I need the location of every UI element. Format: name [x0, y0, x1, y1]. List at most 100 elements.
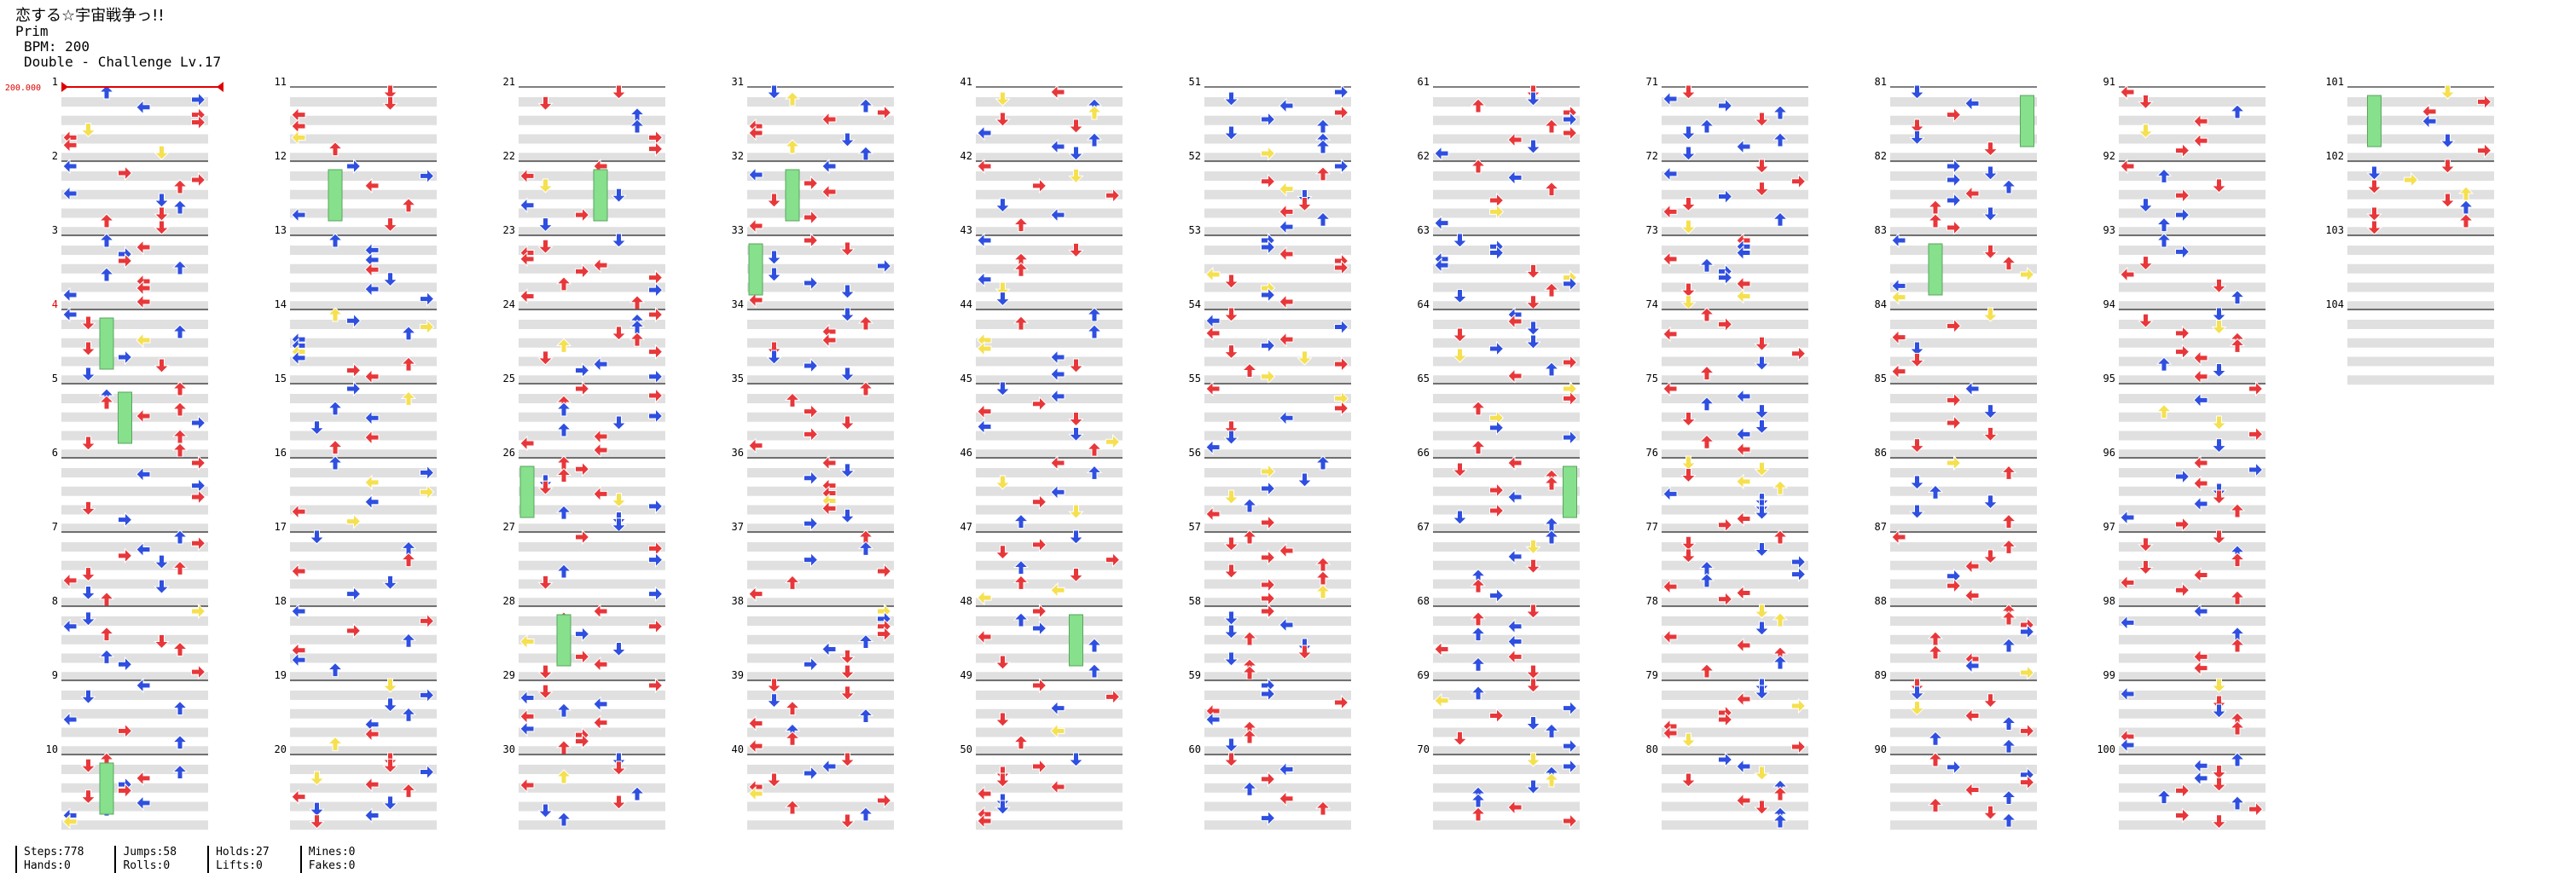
beat-band [1662, 801, 1808, 812]
beat-band [1433, 653, 1580, 663]
beat-band [1204, 598, 1351, 608]
bpm-flag [61, 82, 68, 92]
note-arrow [766, 693, 782, 708]
note-arrow [2440, 84, 2456, 100]
note-arrow [1525, 752, 1541, 767]
note-arrow [1470, 401, 1487, 416]
beat-band [1204, 505, 1351, 515]
beat-band [290, 412, 437, 422]
beat-band [2119, 208, 2266, 218]
beat-band [1204, 783, 1351, 793]
note-arrow [291, 130, 306, 146]
note-arrow [2020, 723, 2035, 739]
note-arrow [821, 332, 837, 349]
note-arrow [1947, 192, 1962, 209]
note-arrow [1050, 388, 1065, 405]
beat-band [976, 282, 1123, 292]
beat-band [61, 542, 208, 552]
note-arrow [611, 84, 627, 100]
note-arrow [2193, 350, 2208, 367]
note-arrow [1105, 552, 1121, 568]
beat-band [1433, 115, 1580, 125]
note-arrow [2211, 777, 2227, 792]
beat-band [747, 115, 894, 125]
note-arrow [1525, 295, 1541, 310]
beat-band [519, 727, 665, 737]
beat-band [519, 338, 665, 348]
song-difficulty: Double - Challenge Lv.17 [24, 54, 222, 70]
note-arrow [1964, 380, 1980, 397]
beat-band [61, 579, 208, 589]
note-arrow [1563, 758, 1578, 775]
beat-band [976, 263, 1123, 274]
beat-band [1890, 301, 2037, 311]
note-arrow [611, 493, 627, 508]
beat-band [976, 301, 1123, 311]
note-arrow [1909, 701, 1925, 716]
note-arrow [364, 776, 380, 793]
note-arrow [2138, 313, 2154, 328]
note-arrow [420, 291, 435, 307]
note-arrow [1086, 307, 1103, 322]
note-arrow [877, 257, 892, 275]
measure-number: 77 [1646, 521, 1658, 533]
note-arrow [1334, 400, 1349, 417]
beat-band [976, 783, 1123, 793]
measure-number: 5 [52, 373, 58, 384]
note-arrow [839, 463, 856, 478]
note-arrow [1909, 475, 1925, 490]
note-arrow [2000, 179, 2017, 194]
note-arrow [118, 512, 133, 528]
note-arrow [1223, 125, 1239, 141]
beat-band [61, 263, 208, 274]
note-arrow [80, 315, 96, 331]
note-arrow [1434, 257, 1449, 274]
note-arrow [2193, 603, 2208, 620]
beat-band [2119, 727, 2266, 737]
note-arrow [2211, 362, 2227, 379]
beat-band [976, 486, 1123, 496]
beat-band [1433, 616, 1580, 626]
beat-band [519, 320, 665, 329]
measure-number: 57 [1189, 521, 1201, 533]
note-arrow [1470, 685, 1487, 701]
note-arrow [382, 272, 398, 287]
beat-band [976, 672, 1123, 682]
note-arrow [1086, 638, 1103, 653]
note-arrow [1261, 771, 1276, 788]
note-arrow [1947, 318, 1962, 334]
measure-number: 14 [275, 298, 287, 310]
beat-band [61, 672, 208, 682]
beat-band [2119, 171, 2266, 181]
note-arrow [62, 286, 78, 304]
note-arrow [1489, 340, 1505, 357]
note-arrow [2120, 84, 2135, 101]
note-arrow [1050, 778, 1065, 795]
note-arrow [1261, 603, 1276, 620]
note-arrow [62, 306, 78, 323]
note-arrow [2155, 168, 2173, 183]
note-arrow [1543, 181, 1560, 197]
note-arrow [1050, 366, 1065, 383]
note-arrow [1086, 324, 1103, 339]
beat-band [2119, 468, 2266, 477]
beat-band [2347, 97, 2494, 107]
note-arrow [995, 655, 1011, 670]
beat-band [1204, 431, 1351, 441]
note-arrow [1050, 349, 1065, 366]
note-arrow [1297, 350, 1313, 366]
note-arrow [1698, 396, 1715, 412]
beat-band [2119, 189, 2266, 199]
note-arrow [1927, 484, 1944, 500]
measure-number: 20 [275, 743, 287, 755]
note-arrow [1470, 98, 1487, 113]
note-arrow [1947, 577, 1962, 594]
note-arrow [2248, 380, 2264, 397]
note-arrow [1543, 361, 1560, 377]
note-arrow [1434, 215, 1449, 231]
beat-band [1662, 746, 1808, 756]
beat-band [976, 765, 1123, 774]
beat-band [1433, 727, 1580, 737]
beat-band [747, 263, 894, 274]
note-arrow [555, 812, 572, 827]
